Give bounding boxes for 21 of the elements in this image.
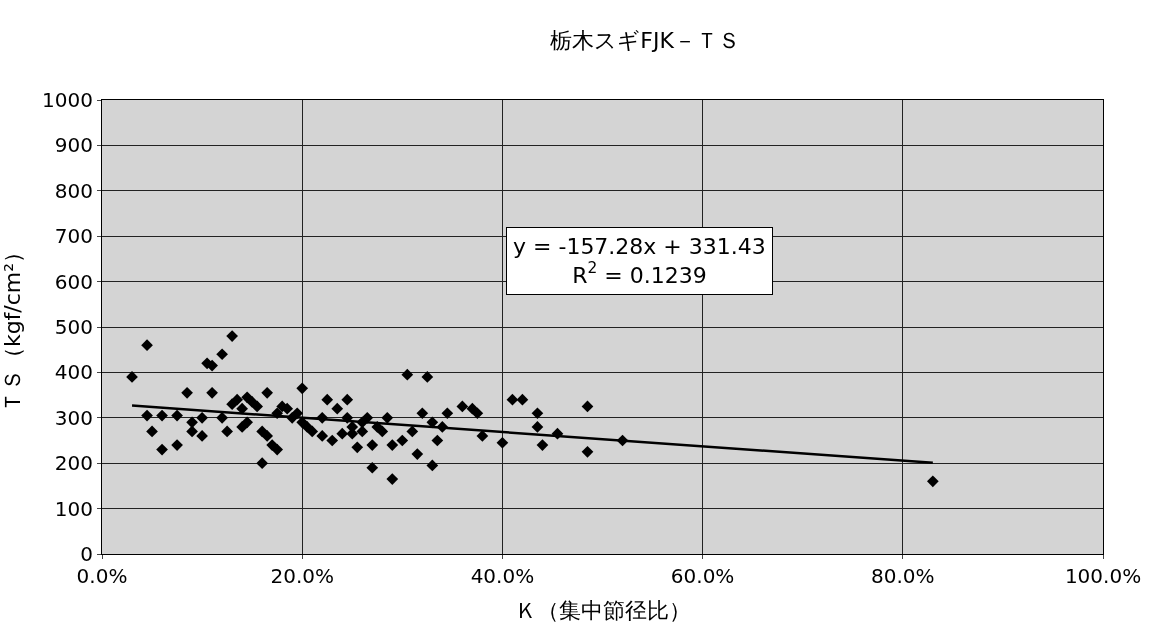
x-axis-title: Ｋ（集中節径比） <box>514 597 691 623</box>
y-tick-label: 300 <box>54 405 93 430</box>
y-tick-label: 0 <box>80 542 93 566</box>
x-tick-label: 100.0% <box>1064 564 1142 588</box>
chart-title: 栃木スギFJK－ＴＳ <box>550 27 740 53</box>
y-tick-label: 200 <box>54 451 93 476</box>
y-tick-label: 900 <box>54 133 93 158</box>
y-tick-label: 800 <box>54 178 93 203</box>
x-tick-label: 40.0% <box>470 564 535 588</box>
y-tick-label: 500 <box>54 315 93 339</box>
x-tick-label: 20.0% <box>270 564 334 588</box>
y-tick-label: 600 <box>54 269 93 294</box>
x-tick-label: 60.0% <box>670 564 735 588</box>
y-tick-label: 700 <box>54 224 93 249</box>
annotation: y = -157.28x + 331.43 R$^{2}$ = 0.1239 <box>513 234 766 288</box>
y-tick-label: 400 <box>54 360 93 385</box>
y-tick-label: 100 <box>54 496 93 521</box>
y-tick-label: 1000 <box>42 88 93 112</box>
y-axis-title: ＴＳ（kgf/cm²） <box>0 240 25 414</box>
x-tick-label: 80.0% <box>871 564 935 588</box>
x-tick-label: 0.0% <box>76 564 128 588</box>
